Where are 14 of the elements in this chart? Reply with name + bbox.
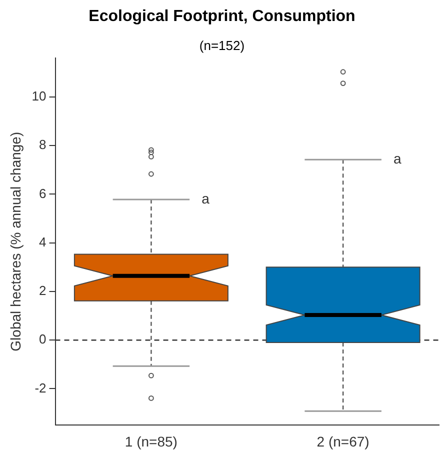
y-tick-label: 6 <box>39 186 46 201</box>
y-axis-title: Global hectares (% annual change) <box>7 132 24 352</box>
y-tick-label: 0 <box>39 332 46 347</box>
chart-subtitle: (n=152) <box>198 38 246 53</box>
y-tick-label: -2 <box>34 380 46 396</box>
chart-title: Ecological Footprint, Consumption <box>88 8 356 26</box>
x-tick-label: 1 (n=85) <box>124 433 178 450</box>
y-tick-label: 8 <box>39 137 46 152</box>
y-tick-label: 10 <box>32 88 46 104</box>
x-tick-label: 2 (n=67) <box>316 433 370 450</box>
annotation: a <box>202 190 210 206</box>
y-tick-label: 4 <box>39 234 46 250</box>
annotation: a <box>393 150 402 167</box>
y-tick-label: 2 <box>39 283 46 298</box>
